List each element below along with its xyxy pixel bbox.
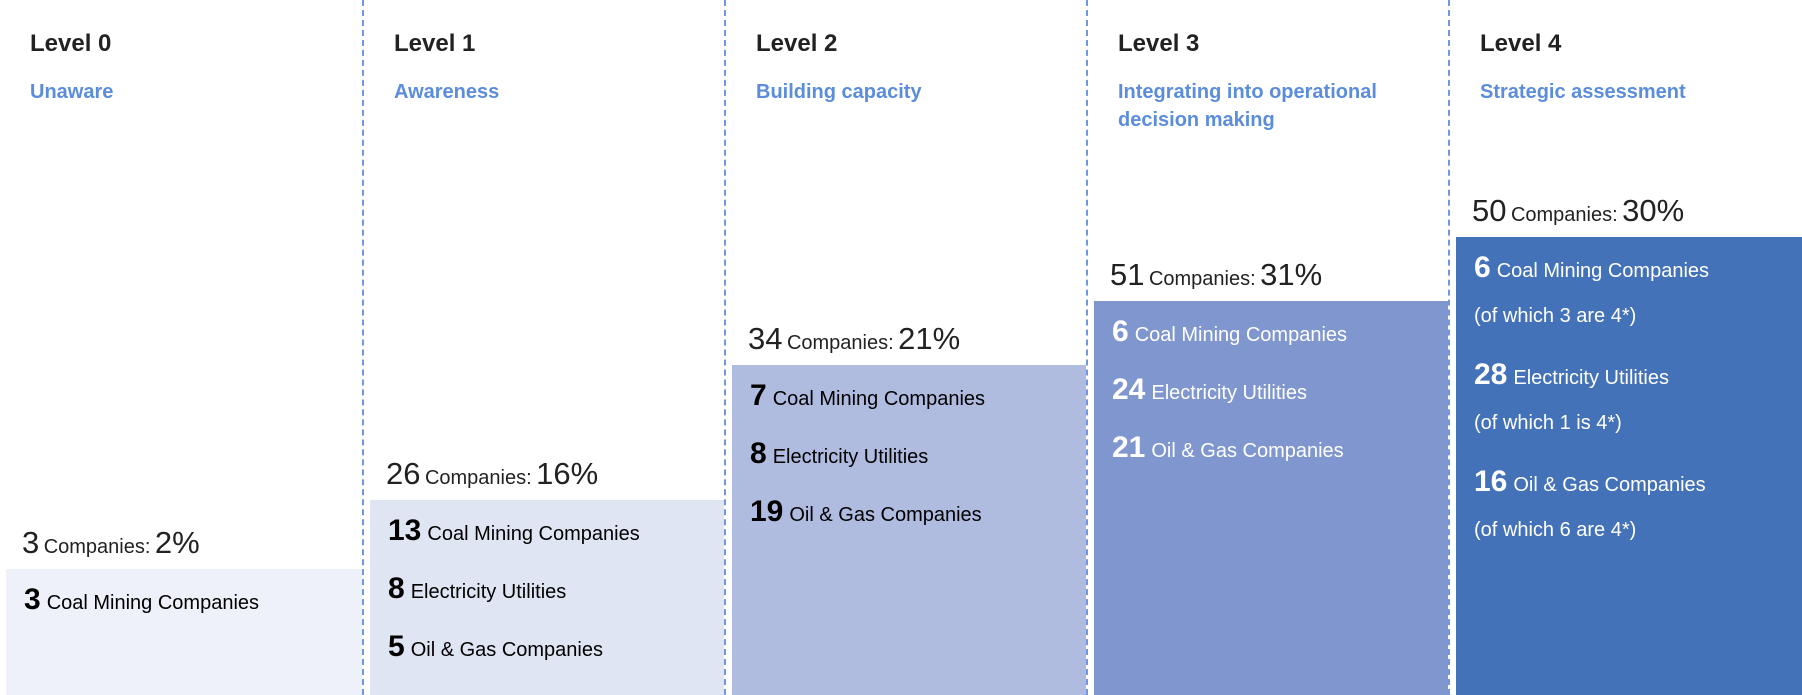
level-name: Strategic assessment xyxy=(1480,81,1686,103)
level-box: 7 Coal Mining Companies 8 Electricity Utili… xyxy=(732,365,1086,695)
item-note: (of which 3 are 4*) xyxy=(1474,305,1637,327)
item: 7 Coal Mining Companies xyxy=(750,379,1086,413)
level-column: Level 2 Building capacity 34 Companies: 21… xyxy=(724,0,1086,695)
item-count: 6 xyxy=(1474,251,1491,284)
level-name: Integrating into operational decision ma… xyxy=(1118,81,1377,131)
item-count: 24 xyxy=(1112,373,1146,406)
item-count: 16 xyxy=(1474,465,1508,498)
level-summary: 26 Companies: 16% xyxy=(386,456,598,492)
item-count: 8 xyxy=(388,572,405,605)
item-label: Oil & Gas Companies xyxy=(410,639,603,661)
summary-share: 16% xyxy=(536,456,599,491)
item-label: Electricity Utilities xyxy=(1151,382,1307,404)
level-column: Level 1 Awareness 26 Companies: 16% 13 Coal … xyxy=(362,0,724,695)
level-title: Level 1 xyxy=(394,30,476,57)
level-column: Level 4 Strategic assessment 50 Companies:… xyxy=(1448,0,1802,695)
item: 21 Oil & Gas Companies xyxy=(1112,431,1448,465)
summary-share: 31% xyxy=(1260,257,1323,292)
item-note: (of which 1 is 4*) xyxy=(1474,412,1622,434)
level-header: Level 1 Awareness xyxy=(394,30,704,106)
level-summary: 34 Companies: 21% xyxy=(748,321,960,357)
item-label: Oil & Gas Companies xyxy=(789,504,982,526)
summary-count: 50 xyxy=(1472,193,1507,228)
summary-unit: Companies: xyxy=(1148,268,1256,290)
item-count: 3 xyxy=(24,583,41,616)
item-count: 7 xyxy=(750,379,767,412)
level-name: Unaware xyxy=(30,81,114,103)
summary-count: 26 xyxy=(386,456,421,491)
item-label: Electricity Utilities xyxy=(410,581,567,603)
summary-count: 51 xyxy=(1110,257,1145,292)
level-header: Level 3 Integrating into operational deci… xyxy=(1118,30,1428,134)
level-summary: 51 Companies: 31% xyxy=(1110,257,1322,293)
item-count: 21 xyxy=(1112,431,1146,464)
item-label: Coal Mining Companies xyxy=(427,523,640,545)
level-column: Level 0 Unaware 3 Companies: 2% 3 Coal Minin… xyxy=(0,0,362,695)
summary-unit: Companies: xyxy=(1510,204,1618,226)
item-label: Electricity Utilities xyxy=(1513,367,1669,389)
level-title: Level 3 xyxy=(1118,30,1200,57)
item: 19 Oil & Gas Companies xyxy=(750,495,1086,529)
item: 6 Coal Mining Companies (of which 3 are 4*… xyxy=(1474,251,1802,328)
item-label: Coal Mining Companies xyxy=(1134,324,1348,346)
summary-unit: Companies: xyxy=(424,467,532,489)
summary-count: 34 xyxy=(748,321,783,356)
item-label: Electricity Utilities xyxy=(772,446,929,468)
item-count: 28 xyxy=(1474,358,1508,391)
summary-unit: Companies: xyxy=(43,536,151,558)
item-note: (of which 6 are 4*) xyxy=(1474,519,1637,541)
summary-unit: Companies: xyxy=(786,332,894,354)
item: 6 Coal Mining Companies xyxy=(1112,315,1448,349)
item: 24 Electricity Utilities xyxy=(1112,373,1448,407)
summary-count: 3 xyxy=(22,525,40,560)
summary-share: 2% xyxy=(154,525,200,560)
item-count: 8 xyxy=(750,437,767,470)
item: 5 Oil & Gas Companies xyxy=(388,630,724,664)
level-header: Level 2 Building capacity xyxy=(756,30,1066,106)
level-summary: 50 Companies: 30% xyxy=(1472,193,1684,229)
level-box: 6 Coal Mining Companies 24 Electricity Util… xyxy=(1094,301,1448,695)
item: 13 Coal Mining Companies xyxy=(388,514,724,548)
item: 16 Oil & Gas Companies (of which 6 are 4*) xyxy=(1474,465,1802,542)
item: 8 Electricity Utilities xyxy=(388,572,724,606)
level-header: Level 4 Strategic assessment xyxy=(1480,30,1790,106)
item: 28 Electricity Utilities (of which 1 is 4*… xyxy=(1474,358,1802,435)
level-name: Awareness xyxy=(394,81,500,103)
level-title: Level 4 xyxy=(1480,30,1562,57)
level-header: Level 0 Unaware xyxy=(30,30,342,106)
summary-share: 21% xyxy=(898,321,961,356)
item: 8 Electricity Utilities xyxy=(750,437,1086,471)
level-box: 13 Coal Mining Companies 8 Electricity Util… xyxy=(370,500,724,695)
item-label: Coal Mining Companies xyxy=(46,592,260,614)
item-count: 19 xyxy=(750,495,784,528)
item-label: Coal Mining Companies xyxy=(1496,260,1710,282)
item: 3 Coal Mining Companies xyxy=(24,583,362,617)
item-label: Oil & Gas Companies xyxy=(1513,474,1706,496)
summary-share: 30% xyxy=(1622,193,1685,228)
item-count: 6 xyxy=(1112,315,1129,348)
item-label: Oil & Gas Companies xyxy=(1151,440,1344,462)
level-column: Level 3 Integrating into operational deci… xyxy=(1086,0,1448,695)
item-count: 13 xyxy=(388,514,422,547)
level-box: 3 Coal Mining Companies xyxy=(6,569,362,695)
item-label: Coal Mining Companies xyxy=(772,388,986,410)
level-title: Level 0 xyxy=(30,30,112,57)
level-summary: 3 Companies: 2% xyxy=(22,525,200,561)
item-count: 5 xyxy=(388,630,405,663)
level-box: 6 Coal Mining Companies (of which 3 are 4*… xyxy=(1456,237,1802,695)
level-name: Building capacity xyxy=(756,81,922,103)
level-title: Level 2 xyxy=(756,30,838,57)
